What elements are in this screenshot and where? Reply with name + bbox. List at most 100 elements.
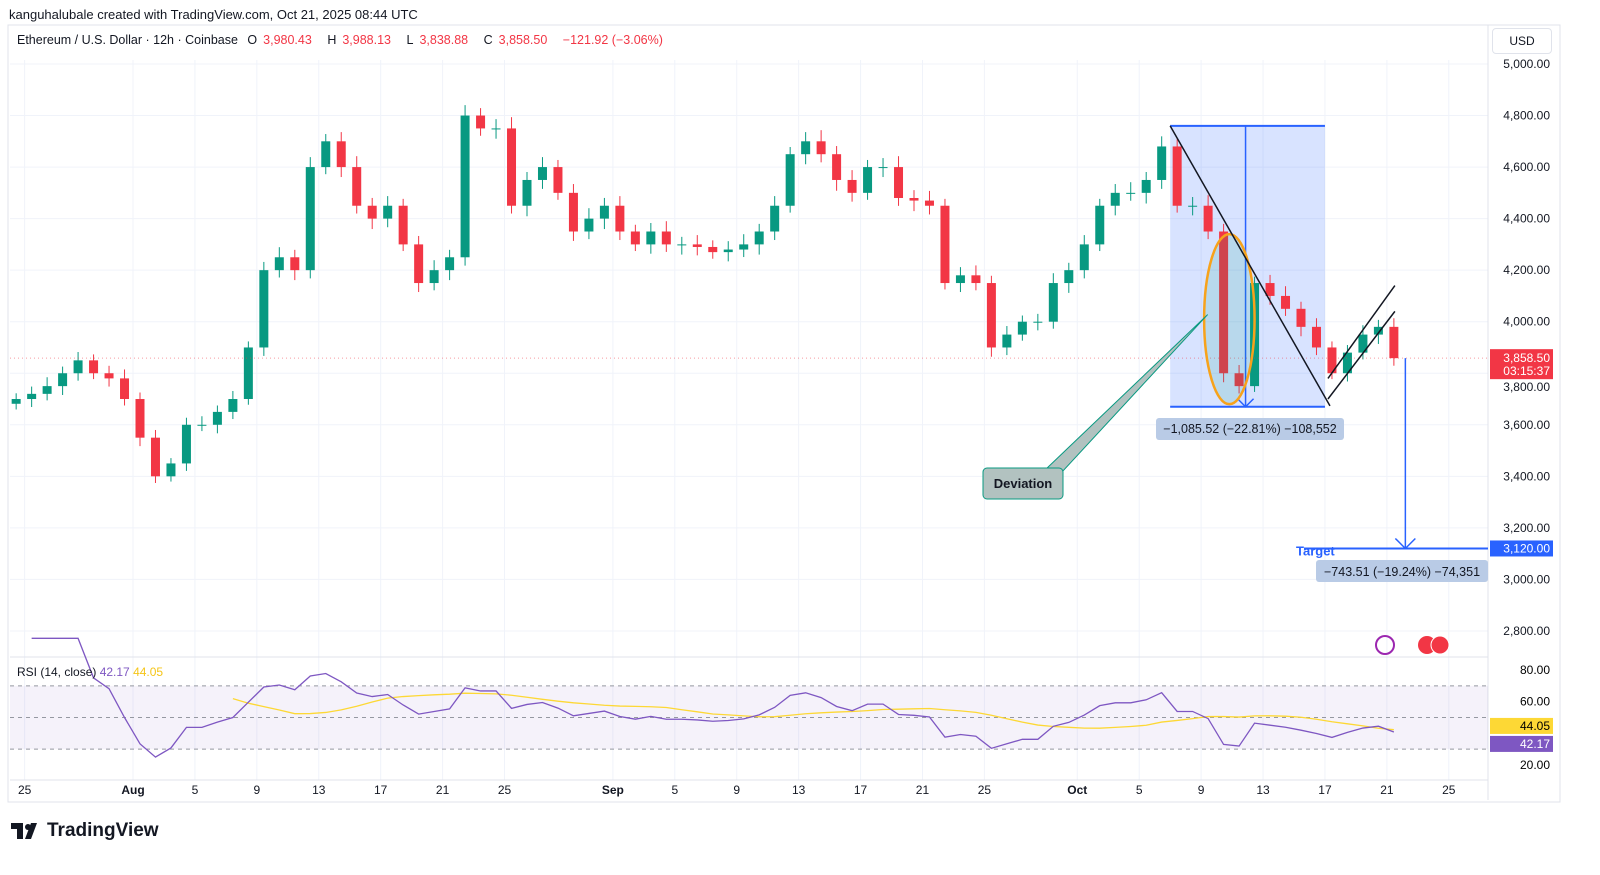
rsi-ma-line — [232, 692, 1394, 731]
candle-body — [1126, 192, 1136, 194]
price-tick-label: 4,600.00 — [1503, 160, 1550, 174]
us-flag-icon — [1430, 635, 1450, 655]
candle-body — [58, 373, 68, 387]
candle-body — [1296, 308, 1306, 327]
rsi-line — [31, 637, 1395, 758]
time-tick-label: 13 — [792, 783, 806, 797]
channel-upper-line — [1327, 285, 1396, 379]
candle-body — [104, 373, 114, 379]
candle-body — [599, 205, 609, 219]
time-tick-label: 5 — [192, 783, 199, 797]
price-tick-label: 3,200.00 — [1503, 521, 1550, 535]
candle-body — [73, 360, 83, 374]
high-label: H — [327, 33, 337, 47]
candle-body — [321, 141, 331, 168]
callout-box — [982, 467, 1064, 500]
chart-credit: kanguhalubale created with TradingView.c… — [9, 7, 418, 22]
candle-body — [228, 399, 238, 412]
candle-body — [1033, 321, 1043, 323]
candle-body — [135, 399, 145, 438]
time-tick-label: 13 — [1256, 783, 1270, 797]
rsi-ma-tag — [1490, 717, 1553, 734]
candle-body — [1389, 326, 1399, 359]
candle-body — [1342, 352, 1352, 374]
candle-body — [1110, 192, 1120, 206]
time-tick-label: 21 — [916, 783, 930, 797]
projection-label: −743.51 (−19.24%) −74,351 — [1324, 565, 1480, 579]
target-price-label: 3,120.00 — [1503, 541, 1550, 555]
rsi-tick-label: 60.00 — [1520, 695, 1550, 709]
candle-body — [352, 167, 362, 206]
target-label: Target — [1296, 543, 1335, 558]
candle-body — [259, 270, 269, 348]
candle-body — [723, 249, 733, 253]
time-tick-label: 13 — [312, 783, 326, 797]
candle-body — [89, 360, 99, 374]
price-tick-label: 4,000.00 — [1503, 315, 1550, 329]
candle-body — [274, 257, 284, 271]
symbol-name[interactable]: Ethereum / U.S. Dollar · 12h · Coinbase — [17, 33, 238, 47]
last-price-tag — [1490, 349, 1553, 380]
time-tick-label: Aug — [121, 783, 144, 797]
candle-body — [120, 378, 130, 400]
rsi-label: RSI (14, close) — [17, 665, 97, 679]
candle-body — [491, 128, 501, 130]
candle-body — [971, 275, 981, 284]
rsi-ma-value: 44.05 — [133, 665, 164, 679]
candle-body — [553, 167, 563, 193]
us-flag-icon — [1418, 636, 1436, 654]
candle-body — [708, 246, 718, 253]
candle-body — [1141, 179, 1151, 193]
tradingview-logo-icon — [11, 823, 37, 839]
price-tick-label: 3,400.00 — [1503, 469, 1550, 483]
countdown-label: 03:15:37 — [1503, 364, 1550, 378]
candle-body — [367, 205, 377, 219]
candle-body — [537, 167, 547, 180]
open-label: O — [247, 33, 258, 47]
candle-body — [243, 347, 253, 400]
candle-body — [1311, 326, 1321, 348]
rsi-ma-tag-label: 44.05 — [1520, 719, 1550, 733]
candle-body — [445, 257, 455, 271]
candle-body — [383, 205, 393, 219]
time-tick-label: 5 — [1136, 783, 1143, 797]
high-value: 3,988.13 — [342, 33, 392, 47]
candle-body — [1048, 283, 1058, 322]
candle-body — [568, 192, 578, 232]
candle-body — [150, 437, 160, 477]
candle-body — [27, 393, 37, 400]
candle-body — [894, 167, 904, 199]
last-price-label: 3,858.50 — [1503, 351, 1550, 365]
candle-body — [661, 231, 671, 245]
candle-body — [878, 167, 888, 169]
candle-body — [754, 231, 764, 245]
candle-body — [739, 244, 749, 250]
rsi-tag — [1490, 735, 1553, 752]
chart-frame — [7, 24, 1561, 803]
candle-body — [863, 167, 873, 193]
candle-body — [166, 463, 176, 477]
candle-body — [522, 179, 532, 206]
time-tick-label: 17 — [374, 783, 388, 797]
candle-body — [770, 205, 780, 232]
candle-body — [1017, 321, 1027, 335]
rsi-legend: RSI (14, close) 42.17 44.05 — [17, 665, 163, 679]
time-tick-label: 25 — [978, 783, 992, 797]
candle-body — [11, 399, 21, 404]
candle-body — [677, 244, 687, 246]
candle-body — [785, 154, 795, 206]
price-tick-label: 3,800.00 — [1503, 380, 1550, 394]
measure-label: −1,085.52 (−22.81%) −108,552 — [1163, 422, 1336, 436]
time-tick-label: Oct — [1067, 783, 1087, 797]
candle-body — [692, 244, 702, 247]
time-tick-label: 9 — [733, 783, 740, 797]
candle-body — [1095, 205, 1105, 245]
time-tick-label: 21 — [436, 783, 450, 797]
time-tick-label: 9 — [253, 783, 260, 797]
price-tick-label: 3,600.00 — [1503, 418, 1550, 432]
currency-button[interactable]: USD — [1492, 28, 1552, 54]
time-tick-label: 25 — [1442, 783, 1456, 797]
arrow-down-icon — [1237, 398, 1255, 408]
candle-body — [414, 244, 424, 284]
